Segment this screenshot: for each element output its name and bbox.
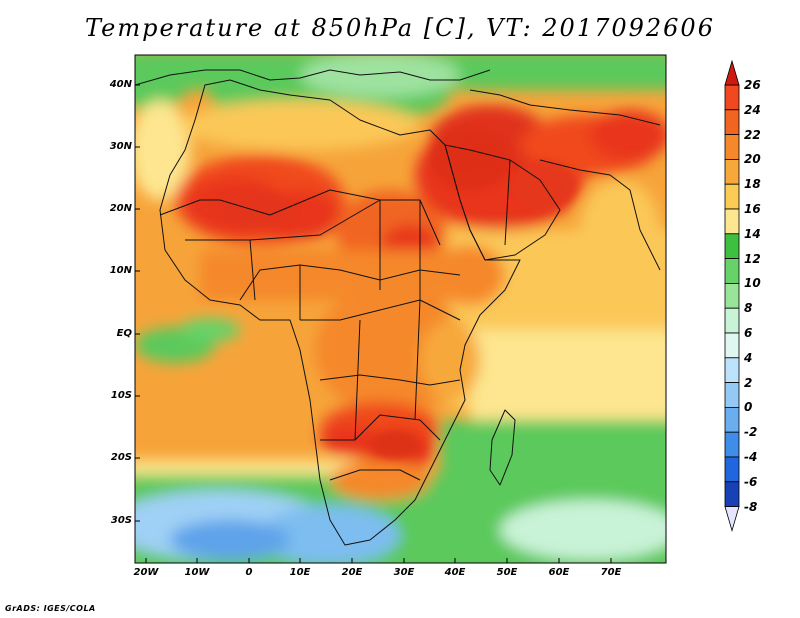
lon-label: 20E [341,567,363,578]
map-title: Temperature at 850hPa [C], VT: 201709260… [85,14,715,42]
lon-label: 50E [496,567,518,578]
colorbar-label: 12 [744,251,761,266]
colorbar-label: 16 [744,202,761,216]
colorbar-swatch [724,456,740,483]
lon-label: 70E [600,567,622,578]
colorbar-swatch [724,208,740,235]
colorbar-min-arrow [724,506,740,533]
colorbar-label: 14 [744,226,761,241]
lon-label: 10E [289,567,311,578]
lon-label: 10W [184,567,210,578]
colorbar-swatch [724,158,740,185]
colorbar-swatch [724,134,740,160]
lat-label: 30S [110,515,132,526]
colorbar-swatch [724,406,740,433]
colorbar-label: -6 [744,474,758,489]
lon-label: 40E [444,567,466,578]
colorbar-swatch [724,382,740,408]
lat-label: 40N [109,79,132,90]
lat-label: 20N [109,203,132,214]
colorbar-swatch [724,84,740,111]
lat-label: 10N [109,265,132,276]
colorbar-label: 0 [744,400,753,415]
colorbar-swatch [724,233,740,260]
colorbar-swatch [724,183,740,210]
lat-label: 30N [109,141,132,152]
colorbar-swatch [724,332,740,359]
colorbar-label: -2 [744,425,758,440]
colorbar-swatch [724,431,740,458]
colorbar-swatch [724,481,740,507]
lon-label: 30E [393,567,415,578]
colorbar-swatch [724,357,740,383]
colorbar-label: 8 [744,301,753,316]
colorbar-swatch [724,307,740,334]
colorbar-swatch [724,109,740,136]
colorbar [724,59,740,533]
lon-label: 60E [548,567,570,578]
colorbar-swatch [724,258,740,284]
colorbar-swatch [724,282,740,309]
colorbar-label: 2 [744,375,753,390]
colorbar-label: 26 [744,78,761,92]
lat-label: 20S [110,452,132,463]
colorbar-max-arrow [724,59,740,86]
colorbar-label: 6 [744,326,753,340]
lon-label: 0 [245,567,253,578]
temperature-field [135,55,666,563]
colorbar-label: 20 [744,152,761,167]
colorbar-label: 24 [744,102,761,117]
colorbar-label: -4 [744,450,758,464]
colorbar-label: 10 [744,276,761,291]
colorbar-label: 18 [744,177,761,192]
lon-label: 20W [133,567,159,578]
colorbar-label: 4 [744,350,753,365]
colorbar-label: -8 [744,499,758,514]
colorbar-label: 22 [744,127,761,142]
grads-credit: GrADS: IGES/COLA [5,604,96,613]
lat-label: EQ [116,328,132,339]
lat-label: 10S [110,390,132,401]
